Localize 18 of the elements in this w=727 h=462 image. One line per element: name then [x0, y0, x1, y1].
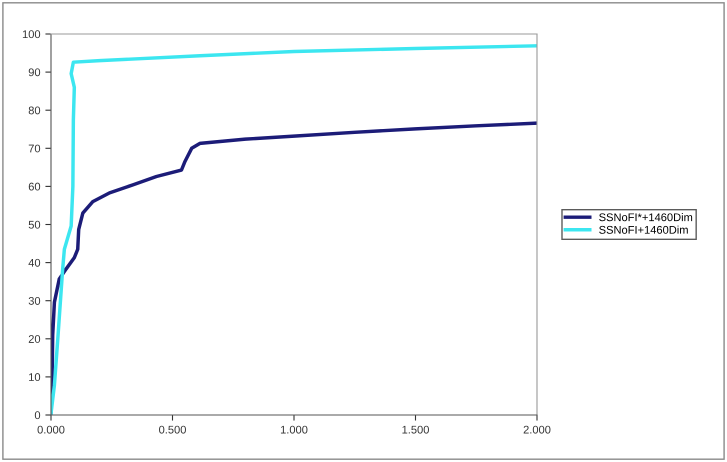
legend-label: SSNoFI+1460Dim: [599, 226, 688, 234]
y-tick-label: 0: [34, 411, 40, 420]
y-tick-label: 30: [28, 296, 40, 305]
y-tick-label: 50: [28, 220, 40, 229]
y-tick-label: 10: [29, 373, 40, 382]
y-tick-label: 80: [28, 106, 40, 114]
y-tick-label: 20: [28, 335, 40, 343]
y-tick-label: 60: [28, 182, 40, 191]
y-tick-label: 100: [22, 30, 40, 38]
y-tick-label: 90: [28, 68, 40, 76]
x-tick-label: 0.500: [159, 426, 186, 434]
x-tick-label: 1.500: [402, 426, 429, 434]
x-tick-label: 2.000: [524, 426, 550, 434]
y-tick-label: 40: [28, 258, 40, 267]
legend-label: SSNoFI*+1460Dim: [599, 213, 692, 222]
x-tick-label: 1.000: [280, 426, 308, 434]
y-tick-label: 70: [28, 144, 40, 152]
x-tick-label: 0.000: [38, 426, 64, 434]
